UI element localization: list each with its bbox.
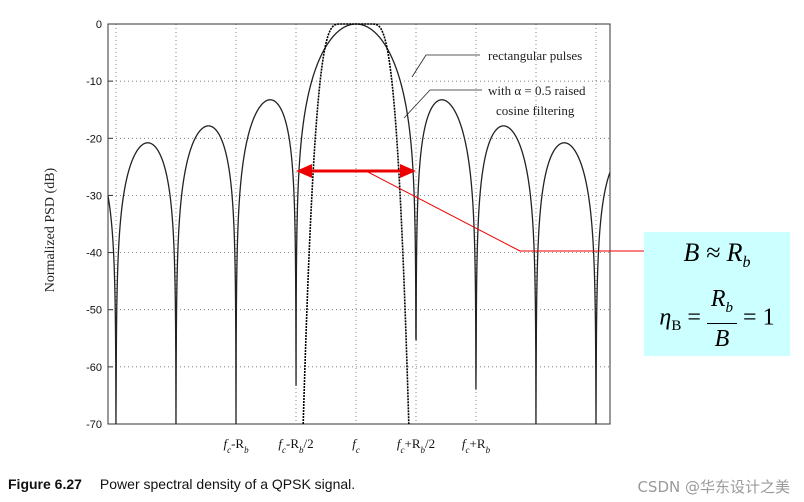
- x-tick-label: fc+Rb: [462, 436, 491, 455]
- y-axis-label: Normalized PSD (dB): [43, 167, 58, 292]
- arrow-head-left: [296, 164, 312, 178]
- efficiency-fraction: Rb B: [706, 284, 738, 354]
- legend-annotations: rectangular pulses with α = 0.5 raised cos…: [403, 48, 586, 119]
- watermark: CSDN @华东设计之美: [637, 478, 790, 496]
- grid-lines: [108, 23, 610, 425]
- legend-raised-cosine-line2: cosine filtering: [496, 103, 575, 118]
- legend-rectangular-pulses: rectangular pulses: [488, 48, 582, 63]
- y-tick-label: 0: [96, 19, 102, 31]
- x-tick-labels: fc-Rb fc-Rb/2 fc fc+Rb/2 fc+Rb: [223, 436, 490, 455]
- y-tick-label: -30: [86, 190, 102, 202]
- x-tick-label: fc-Rb: [223, 436, 249, 455]
- x-tick-label: fc: [352, 436, 360, 455]
- y-tick-label: -20: [86, 133, 102, 145]
- figure-caption: Figure 6.27 Power spectral density of a Q…: [8, 476, 355, 492]
- bandwidth-formula-box: B ≈ Rb ηB = Rb B = 1: [644, 232, 790, 356]
- efficiency-formula: ηB = Rb B = 1: [659, 284, 775, 354]
- x-tick-label: fc-Rb/2: [278, 436, 313, 455]
- y-tick-label: -10: [86, 76, 102, 88]
- figure-label: Figure 6.27: [8, 476, 82, 492]
- y-tick-label: -70: [86, 419, 102, 431]
- y-tick-label: -50: [86, 305, 102, 317]
- x-tick-label: fc+Rb/2: [397, 436, 435, 455]
- arrow-head-right: [400, 164, 416, 178]
- y-tick-label: -40: [86, 248, 102, 260]
- psd-curves: [107, 23, 611, 425]
- raised-cosine-psd-curve: [302, 23, 410, 425]
- bandwidth-arrow: [296, 164, 644, 252]
- figure-caption-text: Power spectral density of a QPSK signal.: [99, 476, 356, 492]
- bandwidth-formula: B ≈ Rb: [683, 238, 751, 272]
- legend-leader-rect: [411, 54, 427, 78]
- legend-leader-rc: [403, 89, 431, 119]
- legend-raised-cosine-line1: with α = 0.5 raised: [488, 83, 586, 98]
- y-tick-labels: 0 -10 -20 -30 -40 -50 -60 -70: [86, 19, 113, 431]
- y-tick-label: -60: [86, 362, 102, 374]
- pointer-line-diag: [365, 170, 521, 252]
